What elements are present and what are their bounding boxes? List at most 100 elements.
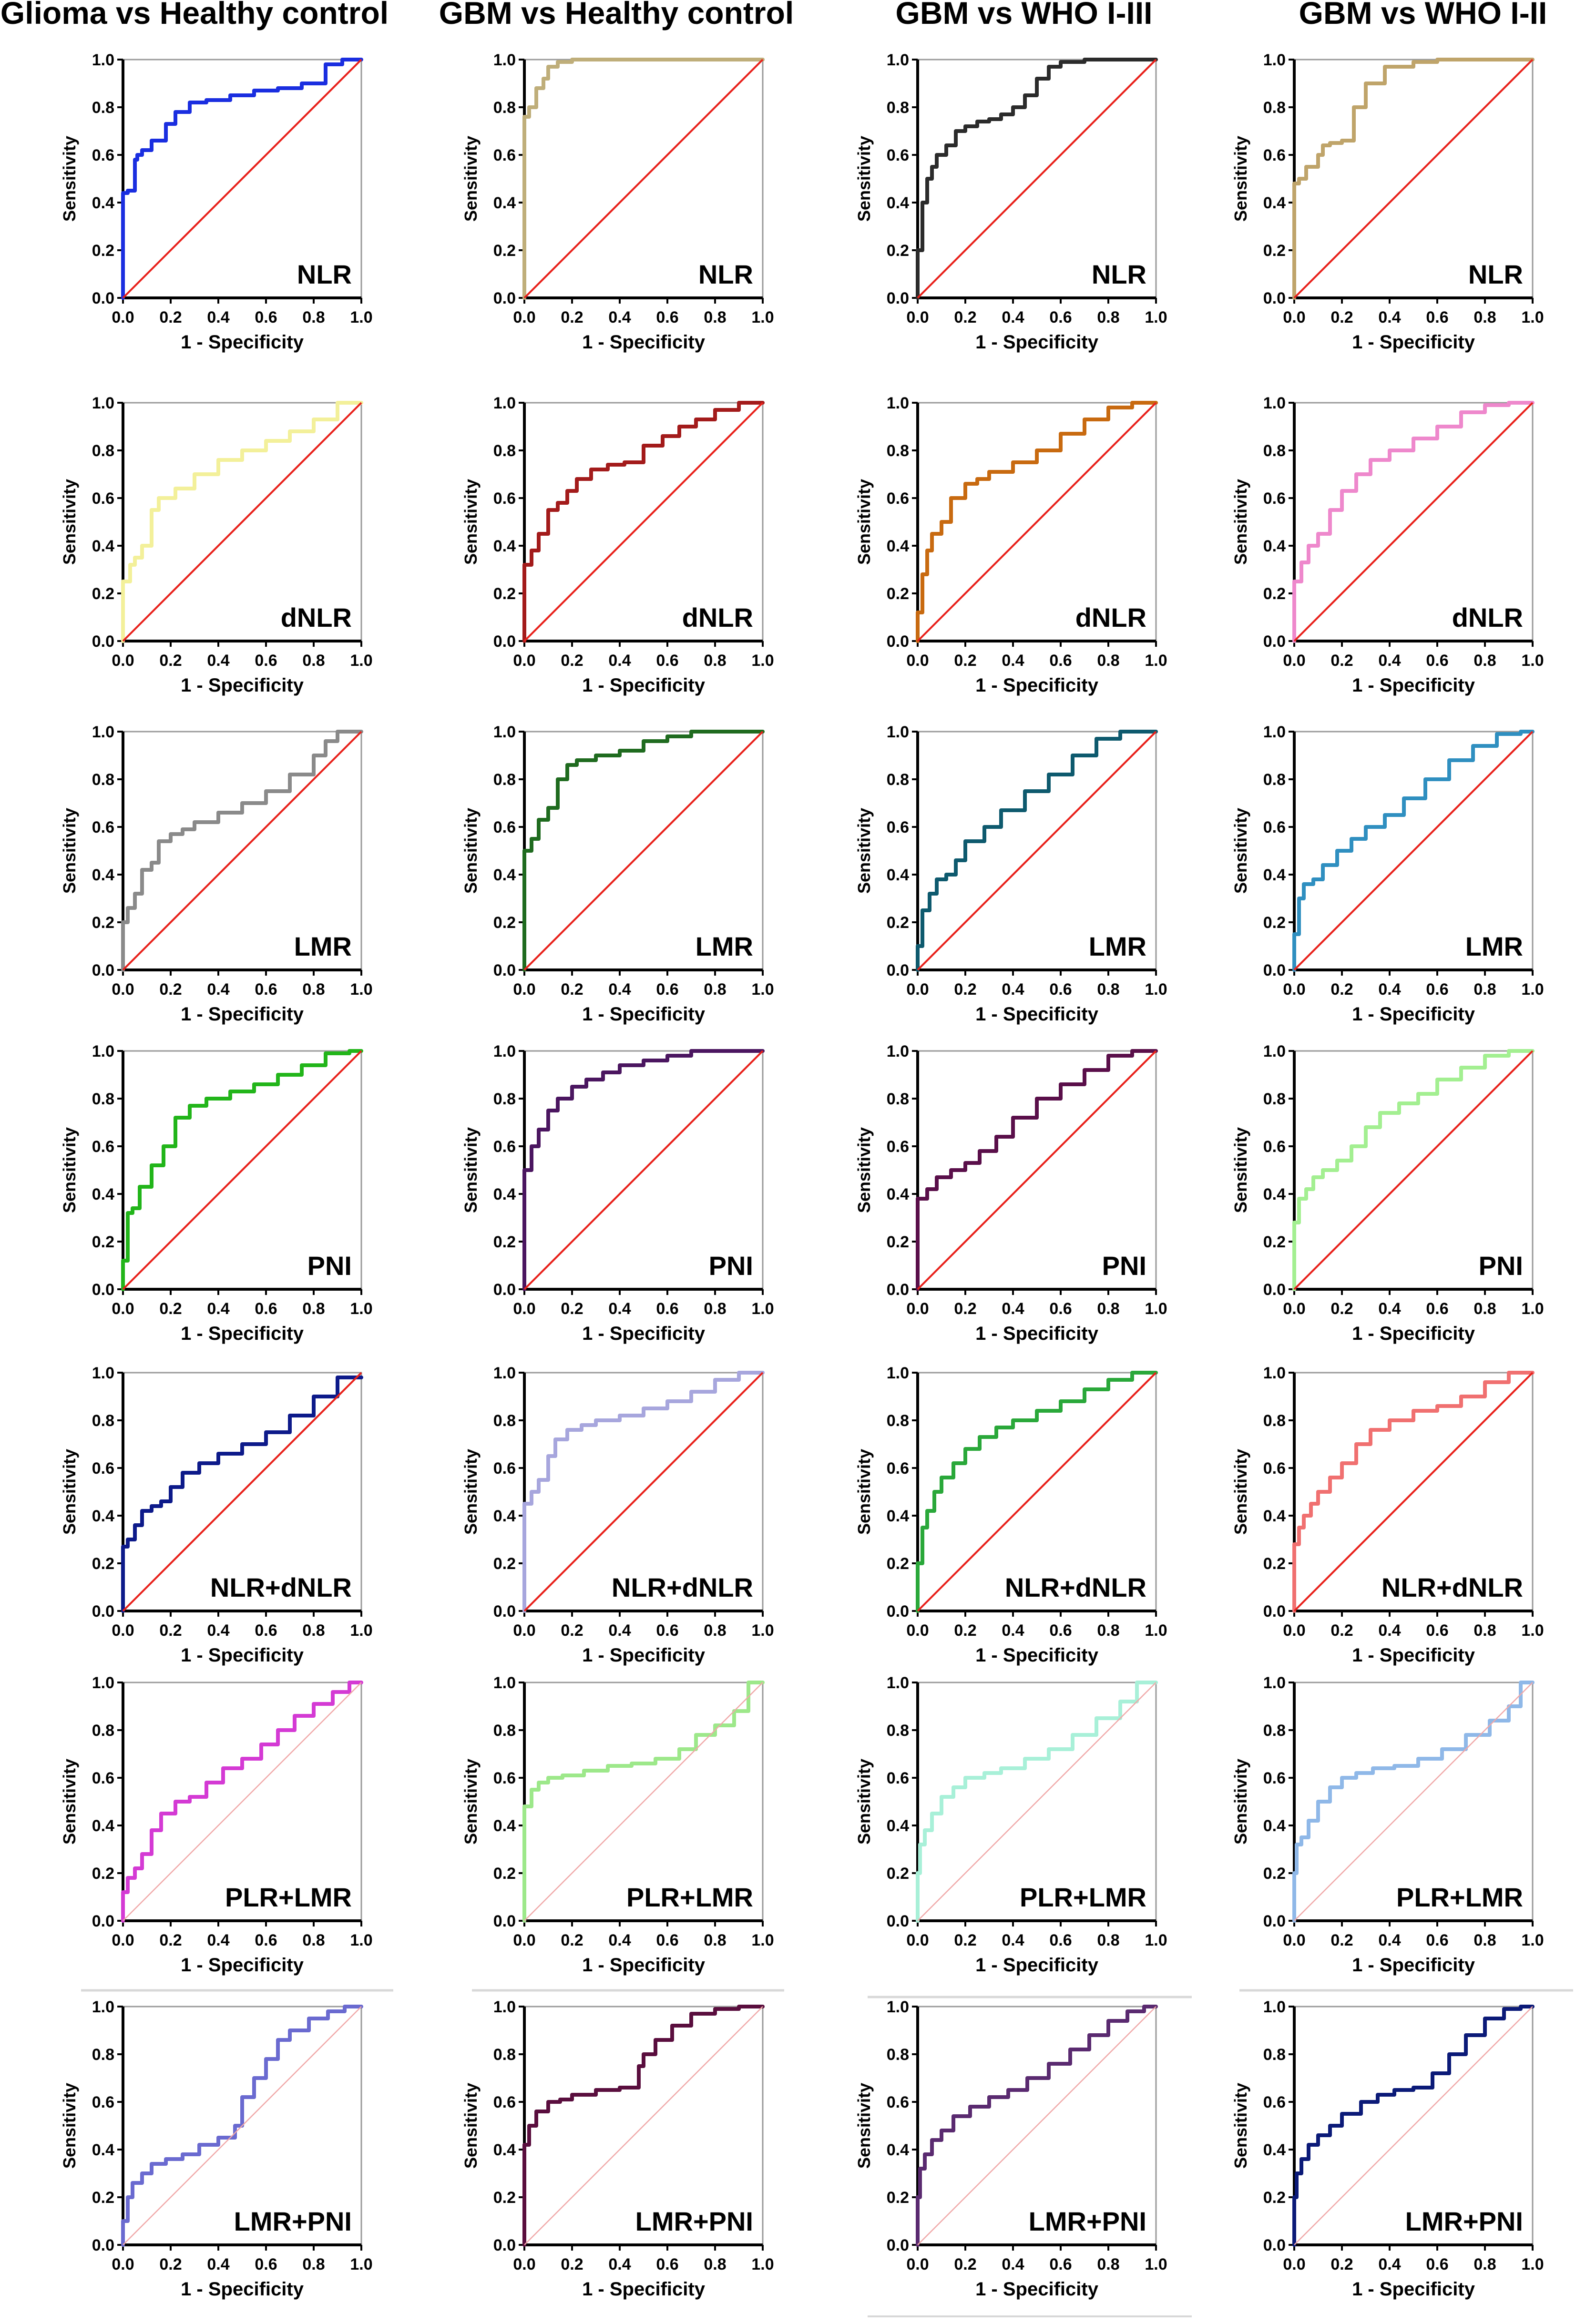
y-tick-label: 0.6 xyxy=(1263,818,1286,836)
x-tick-label: 1.0 xyxy=(350,308,372,326)
y-tick-label: 0.4 xyxy=(1263,194,1286,212)
x-tick-label: 1.0 xyxy=(350,1621,372,1640)
reference-line xyxy=(917,1682,1156,1921)
roc-curve xyxy=(916,730,1158,972)
x-tick-label: 0.0 xyxy=(1283,308,1305,326)
x-tick-label: 0.6 xyxy=(255,652,277,670)
roc-curve xyxy=(916,2005,1158,2247)
y-tick-label: 1.0 xyxy=(887,1364,909,1382)
y-tick-label: 0.6 xyxy=(1263,1459,1286,1478)
x-tick-label: 0.8 xyxy=(704,308,726,326)
roc-curve xyxy=(522,2005,765,2247)
y-tick-label: 0.2 xyxy=(887,914,909,932)
panel-label: PLR+LMR xyxy=(1020,1882,1146,1912)
x-tick-label: 0.4 xyxy=(608,1621,631,1640)
x-tick-label: 0.0 xyxy=(1283,1621,1305,1640)
y-tick-label: 0.0 xyxy=(92,1602,114,1621)
y-tick-label: 1.0 xyxy=(493,723,516,741)
roc-curve xyxy=(121,1681,363,1923)
y-tick-label: 0.8 xyxy=(887,1722,909,1740)
x-tick-label: 0.8 xyxy=(704,1931,726,1949)
x-tick-label: 0.6 xyxy=(255,2255,277,2273)
x-tick-label: 0.8 xyxy=(1097,308,1119,326)
x-axis-title: 1 - Specificity xyxy=(975,1323,1099,1344)
x-tick-label: 0.0 xyxy=(906,1931,929,1949)
roc-panel-lmr-pni-1: 0.00.0 0.2 0.2 0.4 0.4 0.6 0.6 0.8 0.8 1.0 1.0 1 - … xyxy=(60,1998,373,2300)
y-tick-label: 0.0 xyxy=(1263,2236,1286,2254)
y-tick-label: 0.4 xyxy=(92,1817,114,1835)
x-tick-label: 1.0 xyxy=(1145,1621,1167,1640)
y-tick-label: 0.4 xyxy=(92,1507,114,1525)
y-tick-label: 1.0 xyxy=(493,1674,516,1692)
y-tick-label: 0.6 xyxy=(887,2093,909,2111)
panel-label: dNLR xyxy=(682,602,753,632)
x-tick-label: 0.2 xyxy=(561,980,583,999)
x-tick-label: 0.4 xyxy=(608,1931,631,1949)
y-tick-label: 0.0 xyxy=(493,632,516,651)
x-tick-label: 0.4 xyxy=(207,2255,229,2273)
panel-label: LMR+PNI xyxy=(1029,2206,1146,2236)
roc-curve xyxy=(1292,58,1535,300)
y-tick-label: 0.6 xyxy=(493,818,516,836)
x-tick-label: 1.0 xyxy=(751,1300,774,1318)
roc-panel-pni-1: 0.00.0 0.2 0.2 0.4 0.4 0.6 0.6 0.8 0.8 1.0 1.0 1 - … xyxy=(60,1042,373,1344)
y-axis-title: Sensitivity xyxy=(60,1449,79,1535)
y-axis-title: Sensitivity xyxy=(60,2083,79,2169)
y-tick-label: 0.4 xyxy=(887,1185,909,1203)
y-axis-title: Sensitivity xyxy=(1231,1449,1250,1535)
roc-panel-dnlr-4: 0.00.0 0.2 0.2 0.4 0.4 0.6 0.6 0.8 0.8 1.0 1.0 1 - … xyxy=(1231,394,1544,696)
x-axis-title: 1 - Specificity xyxy=(582,332,706,353)
reference-line xyxy=(122,1050,362,1290)
y-axis-title: Sensitivity xyxy=(1231,479,1250,565)
y-axis-title: Sensitivity xyxy=(1231,136,1250,222)
y-tick-label: 1.0 xyxy=(1263,51,1286,69)
x-tick-label: 0.0 xyxy=(906,652,929,670)
y-axis-title: Sensitivity xyxy=(461,1449,481,1535)
panel-label: PNI xyxy=(307,1251,352,1281)
roc-curve xyxy=(1292,401,1535,643)
x-tick-label: 0.2 xyxy=(159,2255,182,2273)
x-axis-title: 1 - Specificity xyxy=(582,2279,706,2300)
y-tick-label: 0.4 xyxy=(92,194,114,212)
x-tick-label: 1.0 xyxy=(751,308,774,326)
y-tick-label: 0.0 xyxy=(887,1912,909,1930)
x-axis-title: 1 - Specificity xyxy=(1352,1323,1475,1344)
y-tick-label: 0.6 xyxy=(92,489,114,508)
panel-label: LMR xyxy=(1089,931,1146,961)
x-tick-label: 0.0 xyxy=(112,308,134,326)
y-tick-label: 1.0 xyxy=(92,1364,114,1382)
x-tick-label: 1.0 xyxy=(751,652,774,670)
x-tick-label: 0.6 xyxy=(1049,1300,1072,1318)
x-axis-title: 1 - Specificity xyxy=(1352,332,1475,353)
y-tick-label: 0.6 xyxy=(92,1769,114,1787)
y-tick-label: 0.0 xyxy=(1263,1912,1286,1930)
panel-label: NLR xyxy=(297,259,352,289)
y-tick-label: 0.6 xyxy=(92,146,114,164)
column-titles: Glioma vs Healthy control GBM vs Healthy… xyxy=(0,0,1547,31)
y-tick-label: 0.2 xyxy=(493,585,516,603)
y-tick-label: 1.0 xyxy=(887,394,909,412)
y-tick-label: 0.0 xyxy=(92,632,114,651)
y-tick-label: 0.6 xyxy=(887,146,909,164)
y-tick-label: 0.4 xyxy=(887,194,909,212)
x-tick-label: 1.0 xyxy=(350,1300,372,1318)
y-tick-label: 1.0 xyxy=(493,1042,516,1060)
x-tick-label: 0.4 xyxy=(608,652,631,670)
reference-line xyxy=(122,59,362,299)
y-axis-title: Sensitivity xyxy=(461,479,481,565)
y-tick-label: 0.0 xyxy=(92,2236,114,2254)
x-tick-label: 0.2 xyxy=(1330,2255,1353,2273)
y-tick-label: 0.2 xyxy=(887,1233,909,1251)
y-tick-label: 0.6 xyxy=(1263,1769,1286,1787)
y-axis-title: Sensitivity xyxy=(60,1759,79,1845)
panel-label: PNI xyxy=(1479,1251,1523,1281)
roc-curve xyxy=(522,1049,765,1291)
x-tick-label: 0.2 xyxy=(1330,1300,1353,1318)
y-axis-title: Sensitivity xyxy=(1231,808,1250,894)
x-tick-label: 0.6 xyxy=(1426,1931,1448,1949)
x-tick-label: 0.2 xyxy=(159,652,182,670)
y-tick-label: 0.2 xyxy=(1263,2189,1286,2207)
x-tick-label: 1.0 xyxy=(751,1931,774,1949)
x-tick-label: 0.6 xyxy=(255,1931,277,1949)
x-tick-label: 1.0 xyxy=(1521,980,1544,999)
